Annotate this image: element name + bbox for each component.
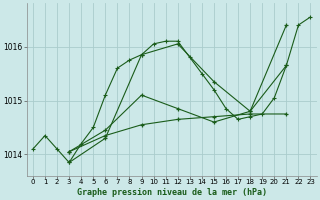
X-axis label: Graphe pression niveau de la mer (hPa): Graphe pression niveau de la mer (hPa)	[77, 188, 267, 197]
